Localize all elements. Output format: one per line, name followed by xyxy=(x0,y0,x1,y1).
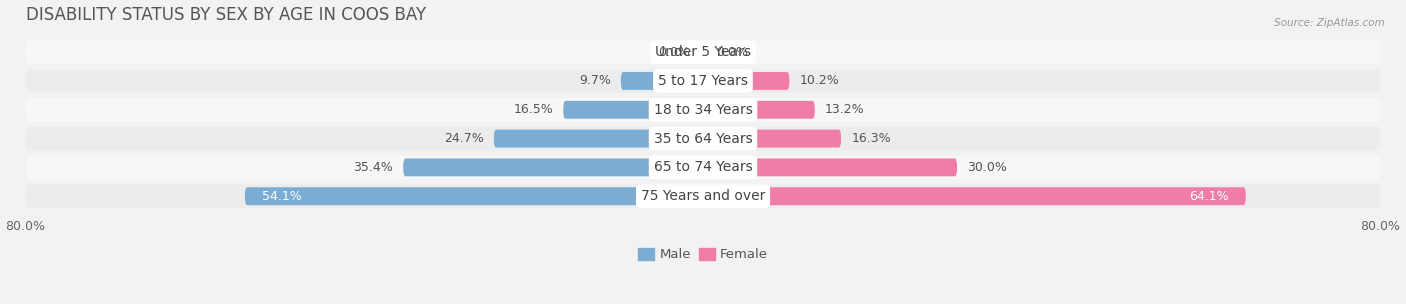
FancyBboxPatch shape xyxy=(25,98,1381,122)
Text: 54.1%: 54.1% xyxy=(262,190,301,203)
FancyBboxPatch shape xyxy=(703,187,1246,205)
Text: 18 to 34 Years: 18 to 34 Years xyxy=(654,103,752,117)
FancyBboxPatch shape xyxy=(564,101,703,119)
Text: 5 to 17 Years: 5 to 17 Years xyxy=(658,74,748,88)
Text: 35 to 64 Years: 35 to 64 Years xyxy=(654,132,752,146)
Text: Under 5 Years: Under 5 Years xyxy=(655,45,751,59)
Text: DISABILITY STATUS BY SEX BY AGE IN COOS BAY: DISABILITY STATUS BY SEX BY AGE IN COOS … xyxy=(25,5,426,23)
Text: 9.7%: 9.7% xyxy=(579,74,610,88)
Text: 75 Years and over: 75 Years and over xyxy=(641,189,765,203)
FancyBboxPatch shape xyxy=(25,185,1381,208)
Text: 0.0%: 0.0% xyxy=(658,46,690,59)
Text: 16.5%: 16.5% xyxy=(513,103,553,116)
FancyBboxPatch shape xyxy=(404,158,703,176)
Text: 24.7%: 24.7% xyxy=(444,132,484,145)
Text: 10.2%: 10.2% xyxy=(800,74,839,88)
FancyBboxPatch shape xyxy=(494,130,703,147)
FancyBboxPatch shape xyxy=(703,72,789,90)
FancyBboxPatch shape xyxy=(703,158,957,176)
Text: Source: ZipAtlas.com: Source: ZipAtlas.com xyxy=(1274,18,1385,28)
FancyBboxPatch shape xyxy=(703,101,815,119)
Text: 13.2%: 13.2% xyxy=(825,103,865,116)
FancyBboxPatch shape xyxy=(25,156,1381,179)
FancyBboxPatch shape xyxy=(25,69,1381,93)
Text: 64.1%: 64.1% xyxy=(1189,190,1229,203)
FancyBboxPatch shape xyxy=(621,72,703,90)
Text: 35.4%: 35.4% xyxy=(353,161,394,174)
FancyBboxPatch shape xyxy=(25,127,1381,150)
Text: 30.0%: 30.0% xyxy=(967,161,1007,174)
Text: 65 to 74 Years: 65 to 74 Years xyxy=(654,161,752,174)
FancyBboxPatch shape xyxy=(245,187,703,205)
Text: 0.0%: 0.0% xyxy=(716,46,748,59)
Text: 16.3%: 16.3% xyxy=(851,132,891,145)
Legend: Male, Female: Male, Female xyxy=(633,242,773,266)
FancyBboxPatch shape xyxy=(703,130,841,147)
FancyBboxPatch shape xyxy=(25,40,1381,64)
